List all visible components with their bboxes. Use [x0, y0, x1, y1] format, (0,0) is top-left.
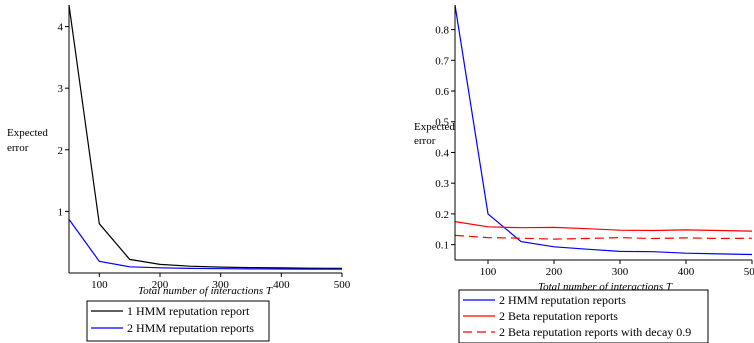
x-tick-label: 400 [678, 266, 695, 278]
y-axis-label: error [7, 142, 29, 154]
y-tick-label: 0.4 [435, 147, 449, 159]
chart-2: 100 200 300 400 500 0.1 0.2 0.3 0.4 0.5 0.6 0.7 0.8 E… [414, 4, 754, 343]
legend-label: 2 HMM reputation reports [499, 293, 626, 307]
series-line-2 [454, 221, 753, 232]
series-line-2 [68, 219, 343, 270]
x-tick-label: 200 [152, 279, 169, 291]
y-tick-label: 0.7 [435, 55, 449, 67]
series-line-1 [68, 4, 343, 269]
y-tick-label: 0.6 [435, 86, 449, 98]
legend: 2 HMM reputation reports 2 Beta reputatio… [458, 289, 709, 343]
y-axis-label: Expected [414, 121, 455, 133]
x-tick-label: 200 [546, 266, 563, 278]
x-tick-label: 300 [212, 279, 229, 291]
legend-box [86, 300, 270, 342]
series-line-1 [454, 4, 753, 256]
y-axis-label: Expected [7, 127, 48, 139]
legend-box [458, 289, 709, 343]
y-tick-label: 0.5 [435, 117, 449, 129]
legend-label: 2 HMM reputation reports [127, 321, 254, 335]
chart-1: 100 200 300 400 500 1 2 3 4 Expected error Total nu… [7, 4, 351, 342]
x-tick-label: 500 [744, 266, 754, 278]
y-axis-label: error [414, 135, 436, 147]
legend-label: 1 HMM reputation report [127, 304, 250, 318]
y-tick-label: 1 [58, 206, 64, 218]
y-tick-label: 4 [58, 22, 64, 34]
y-tick-label: 2 [58, 145, 64, 157]
x-tick-label: 400 [273, 279, 290, 291]
series-line-3 [454, 234, 753, 240]
legend-label: 2 Beta reputation reports [499, 309, 618, 323]
y-tick-label: 0.1 [435, 240, 449, 252]
x-tick-label: 500 [334, 279, 351, 291]
y-tick-label: 0.2 [435, 209, 449, 221]
x-tick-label: 100 [480, 266, 497, 278]
x-tick-label: 100 [91, 279, 108, 291]
y-tick-label: 0.8 [435, 25, 449, 37]
y-tick-label: 0.3 [435, 178, 449, 190]
y-tick-label: 3 [58, 83, 64, 95]
x-axis-label: Total number of interactions T [138, 285, 273, 297]
legend: 1 HMM reputation report 2 HMM reputation … [86, 300, 270, 342]
legend-label: 2 Beta reputation reports with decay 0.9 [499, 325, 691, 339]
x-tick-label: 300 [612, 266, 629, 278]
